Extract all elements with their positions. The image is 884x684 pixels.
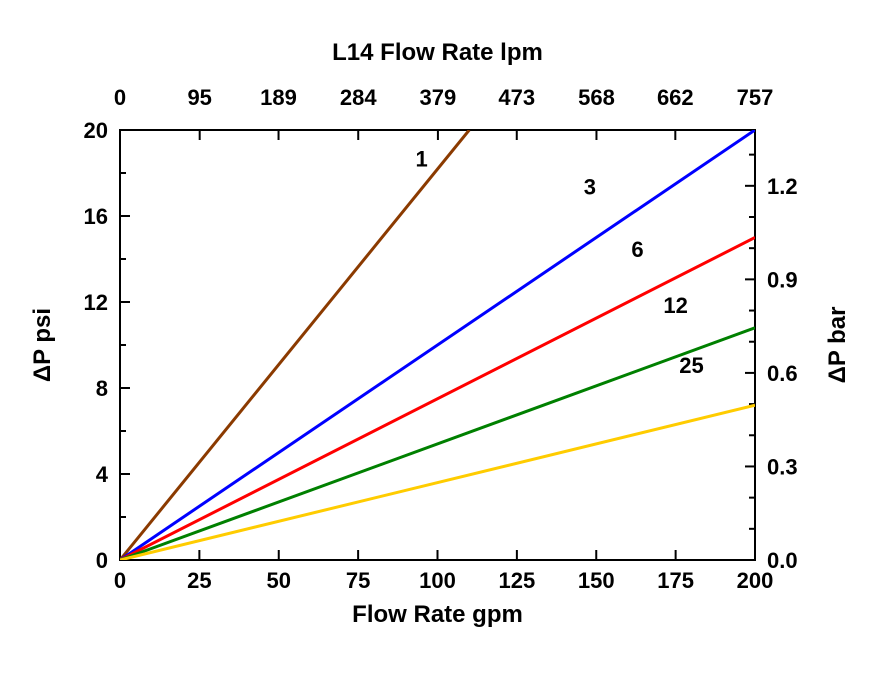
ytick-right-label: 1.2 (767, 174, 798, 199)
ytick-right-label: 0.0 (767, 548, 798, 573)
xtick-bottom-label: 50 (267, 568, 291, 593)
xtick-bottom-label: 175 (657, 568, 694, 593)
xtick-bottom-label: 125 (499, 568, 536, 593)
ytick-left-label: 8 (96, 376, 108, 401)
xtick-bottom-label: 150 (578, 568, 615, 593)
series-6-label: 6 (631, 237, 643, 262)
series-3-label: 3 (584, 175, 596, 200)
xtick-top-label: 473 (498, 85, 535, 110)
ytick-left-label: 0 (96, 548, 108, 573)
xtick-bottom-label: 100 (419, 568, 456, 593)
xtick-top-label: 379 (420, 85, 457, 110)
xtick-bottom-label: 0 (114, 568, 126, 593)
xtick-bottom-label: 75 (346, 568, 370, 593)
ytick-right-label: 0.9 (767, 267, 798, 292)
xtick-bottom-label: 25 (187, 568, 211, 593)
chart-svg: 0255075100125150175200Flow Rate gpm09518… (0, 0, 884, 684)
series-1-label: 1 (416, 147, 428, 172)
y-axis-right-label: ΔP bar (824, 307, 851, 384)
chart-title: L14 Flow Rate lpm (332, 39, 543, 66)
ytick-right-label: 0.3 (767, 454, 798, 479)
series-25-label: 25 (679, 353, 703, 378)
chart-container: 0255075100125150175200Flow Rate gpm09518… (0, 0, 884, 684)
xtick-top-label: 662 (657, 85, 694, 110)
ytick-left-label: 16 (84, 204, 108, 229)
xtick-top-label: 95 (187, 85, 211, 110)
xtick-top-label: 757 (737, 85, 774, 110)
xtick-top-label: 0 (114, 85, 126, 110)
ytick-right-label: 0.6 (767, 361, 798, 386)
xtick-top-label: 284 (340, 85, 377, 110)
xtick-top-label: 568 (578, 85, 615, 110)
series-12-label: 12 (663, 293, 687, 318)
y-axis-left-label: ΔP psi (29, 308, 56, 382)
xtick-top-label: 189 (260, 85, 297, 110)
ytick-left-label: 12 (84, 290, 108, 315)
x-axis-bottom-label: Flow Rate gpm (352, 601, 523, 628)
ytick-left-label: 20 (84, 118, 108, 143)
ytick-left-label: 4 (96, 462, 109, 487)
